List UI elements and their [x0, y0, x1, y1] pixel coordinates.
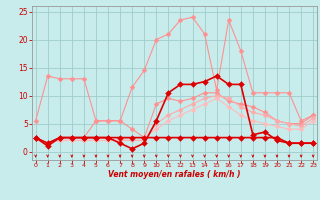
X-axis label: Vent moyen/en rafales ( km/h ): Vent moyen/en rafales ( km/h ) — [108, 170, 241, 179]
